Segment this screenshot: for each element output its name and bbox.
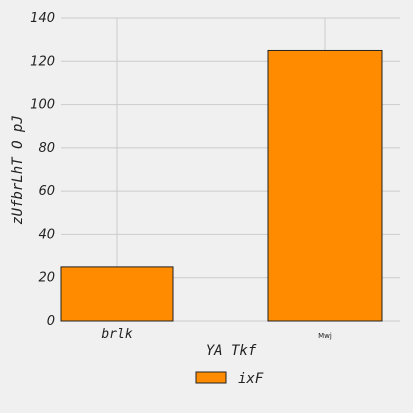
y-tick-label: 60 xyxy=(38,184,55,199)
y-axis-title: zUfbrLhT O pJ xyxy=(10,115,26,225)
bars xyxy=(60,49,383,322)
legend-label: ixF xyxy=(238,371,264,387)
y-axis-ticks: 0 20 40 60 80 100 120 140 xyxy=(30,11,55,329)
y-tick-label: 120 xyxy=(30,54,55,69)
x-tick-label: Mwj xyxy=(318,332,332,340)
x-axis-title: YA Tkf xyxy=(206,343,257,359)
x-axis-ticks: brlk Mwj xyxy=(101,327,332,342)
x-tick-label: brlk xyxy=(101,327,132,342)
y-tick-label: 80 xyxy=(38,141,55,156)
legend: ixF xyxy=(195,371,264,387)
y-tick-label: 20 xyxy=(38,271,55,286)
y-tick-label: 40 xyxy=(38,227,55,242)
bar-brlk xyxy=(60,266,174,322)
y-tick-label: 140 xyxy=(30,11,55,26)
y-tick-label: 0 xyxy=(47,314,55,329)
legend-swatch xyxy=(195,371,227,384)
bar-Mwj xyxy=(267,49,383,322)
y-tick-label: 100 xyxy=(30,98,55,113)
